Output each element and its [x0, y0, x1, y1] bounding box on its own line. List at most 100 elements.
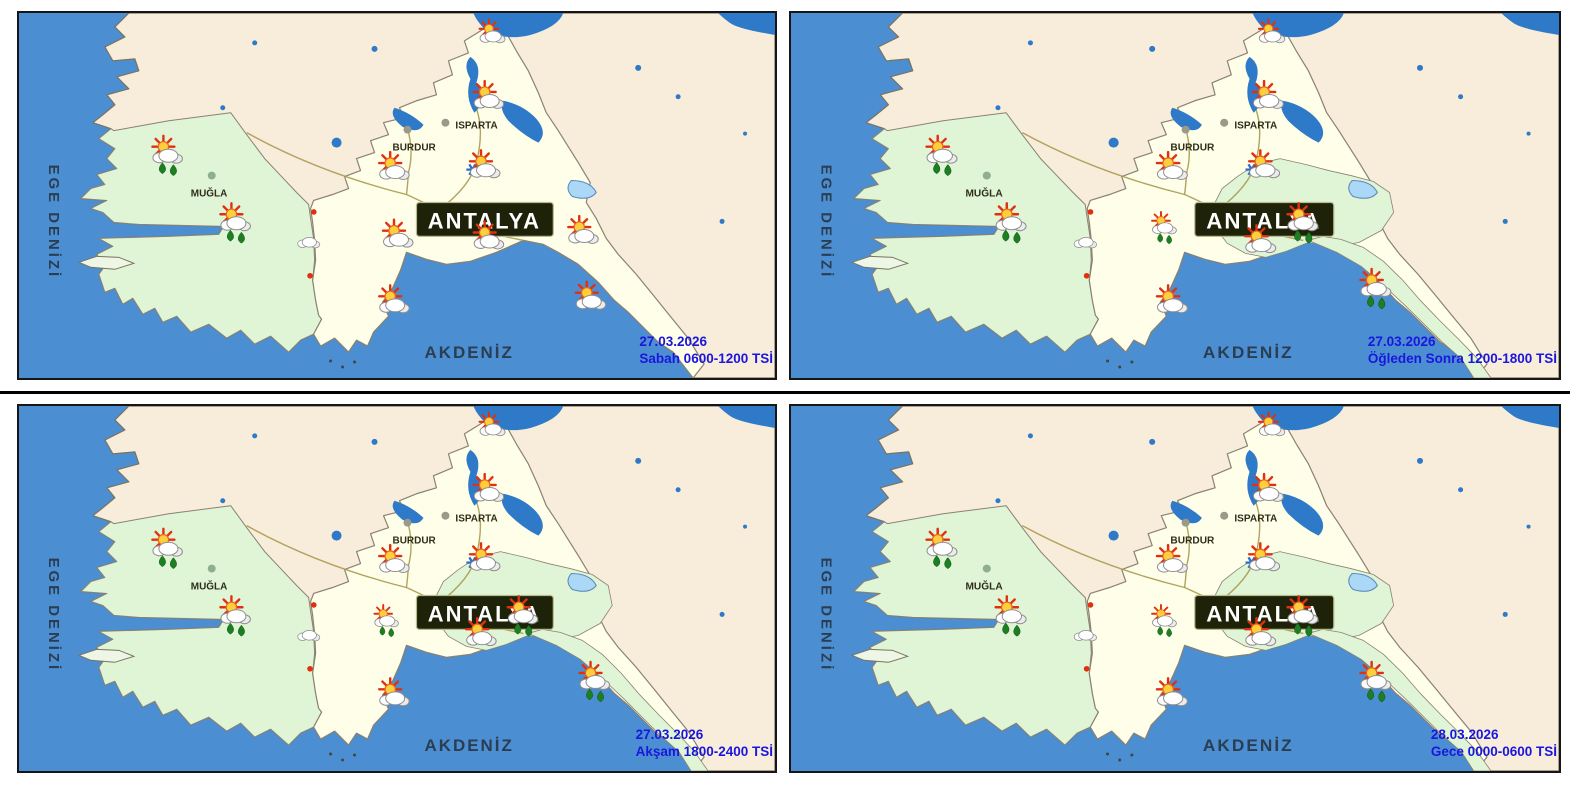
weather-icon-partly-cloudy: [378, 543, 410, 574]
weather-icon-sun-shower: [1359, 660, 1392, 703]
city-dot-mugla: [207, 171, 216, 180]
lake-speck: [635, 457, 642, 464]
weather-icon-partly-cloudy: [1247, 149, 1281, 179]
sea-label-akdeniz: AKDENİZ: [1203, 343, 1294, 362]
weather-icon-sun-shower: [994, 202, 1027, 244]
island: [850, 648, 910, 663]
lake: [501, 493, 543, 536]
weather-icon-town-dot: [307, 272, 313, 279]
weather-icon-partly-cloudy: [478, 411, 506, 437]
weather-icon-sun-shower: [219, 595, 251, 637]
weather-icon-partly-cloudy: [381, 218, 414, 248]
weather-icon-town-dot: [1083, 665, 1090, 672]
weather-icon-sun-shower: [1151, 210, 1177, 245]
lake-speck: [1027, 40, 1033, 46]
forecast-period: Gece 0000-0600 TSİ: [1430, 744, 1557, 760]
city-label-mugla: MUĞLA: [191, 188, 228, 200]
weather-icon-town-dot: [1083, 272, 1090, 279]
city-dot-mugla: [982, 564, 991, 573]
sea-label-akdeniz: AKDENİZ: [424, 343, 513, 362]
sea-label-ege: EGE DENİZİ: [817, 165, 834, 280]
lake-speck: [331, 137, 342, 148]
islet-dot: [1106, 359, 1110, 363]
weather-icon-partly-cloudy: [468, 542, 501, 572]
lake-speck: [1502, 218, 1508, 224]
row-separator: [0, 391, 1570, 394]
forecast-date: 28.03.2026: [1430, 726, 1499, 742]
lake-speck: [1526, 524, 1531, 529]
city-dot-burdur: [1181, 125, 1190, 134]
weather-icon-town-dot: [307, 665, 313, 672]
antalya-badge: ANTALYA: [1194, 594, 1335, 630]
islet-dot: [329, 359, 333, 363]
lake: [718, 13, 775, 35]
weather-icon-partly-cloudy: [1251, 472, 1284, 502]
sea-label-ege: EGE DENİZİ: [45, 165, 62, 280]
weather-icon-sun-shower: [994, 595, 1027, 637]
weather-icon-partly-cloudy: [472, 472, 505, 502]
weather-icon-sun-shower: [1359, 267, 1392, 310]
city-label-mugla: MUĞLA: [965, 187, 1002, 200]
antalya-badge: ANTALYA: [415, 201, 554, 237]
lake-light: [1348, 573, 1378, 592]
forecast-date: 27.03.2026: [1367, 333, 1436, 349]
city-label-burdur: BURDUR: [1170, 536, 1215, 547]
city-label-isparta: ISPARTA: [455, 514, 497, 525]
weather-icon-partly-cloudy: [378, 284, 410, 314]
lake-speck: [1108, 530, 1119, 541]
lake-speck: [371, 438, 378, 445]
lake-speck: [1526, 131, 1531, 136]
island: [850, 255, 910, 270]
weather-icon-partly-cloudy: [1251, 79, 1284, 109]
city-label-isparta: ISPARTA: [455, 121, 497, 132]
weather-map-morning: EGE DENİZİ AKDENİZ MUĞLA BURDUR ISPARTA ANTA…: [19, 13, 775, 378]
lake-speck: [1416, 457, 1424, 464]
sea-label-akdeniz: AKDENİZ: [1203, 736, 1294, 755]
city-dot-burdur: [403, 518, 412, 527]
weather-icon-partly-cloudy: [567, 214, 599, 244]
weather-icon-cloud: [297, 630, 321, 642]
lake: [1170, 500, 1202, 524]
weather-map-afternoon: EGE DENİZİ AKDENİZ MUĞLA BURDUR ISPARTA ANTA…: [791, 13, 1559, 378]
lake-speck: [719, 218, 725, 224]
weather-icon-partly-cloudy: [478, 18, 506, 44]
city-dot-mugla: [207, 564, 216, 573]
weather-icon-partly-cloudy: [1247, 542, 1281, 572]
weather-icon-sun-shower: [151, 134, 183, 176]
city-label-mugla: MUĞLA: [191, 581, 228, 593]
lake-speck: [995, 498, 1001, 504]
weather-icon-sun-shower: [925, 134, 958, 176]
weather-icon-partly-cloudy: [468, 149, 501, 179]
islet-dot: [1118, 758, 1122, 762]
islet-dot: [1106, 752, 1110, 756]
lake: [718, 406, 775, 428]
weather-icon-partly-cloudy: [1244, 617, 1277, 647]
forecast-date: 27.03.2026: [639, 333, 707, 349]
forecast-period: Akşam 1800-2400 TSİ: [635, 744, 773, 760]
weather-icon-cloud: [1073, 630, 1097, 642]
weather-icon-sun-shower: [925, 527, 958, 569]
city-label-isparta: ISPARTA: [1234, 514, 1277, 525]
forecast-period: Sabah 0600-1200 TSİ: [639, 351, 773, 367]
city-dot-mugla: [982, 171, 991, 180]
weather-icon-partly-cloudy: [1155, 543, 1188, 574]
province-region: [310, 20, 705, 378]
antalya-badge: ANTALYA: [1194, 201, 1335, 237]
islet-dot: [1130, 753, 1134, 757]
weather-icon-partly-cloudy: [378, 677, 410, 707]
weather-icon-cloud: [1073, 237, 1097, 249]
lake: [392, 107, 424, 131]
islet-dot: [341, 365, 345, 369]
weather-icon-town-dot: [311, 602, 317, 608]
weather-icon-partly-cloudy: [472, 220, 505, 250]
weather-icon-partly-cloudy: [1257, 18, 1286, 44]
islet-dot: [1118, 365, 1122, 369]
weather-icon-town-dot: [311, 209, 317, 215]
lake-speck: [252, 40, 258, 46]
forecast-date: 27.03.2026: [635, 726, 704, 742]
lake-speck: [1149, 45, 1156, 52]
lake-speck: [675, 94, 681, 100]
lake-speck: [743, 131, 748, 136]
city-dot-isparta: [441, 511, 450, 520]
forecast-panel-afternoon: EGE DENİZİ AKDENİZ MUĞLA BURDUR ISPARTA ANTA…: [789, 11, 1561, 380]
